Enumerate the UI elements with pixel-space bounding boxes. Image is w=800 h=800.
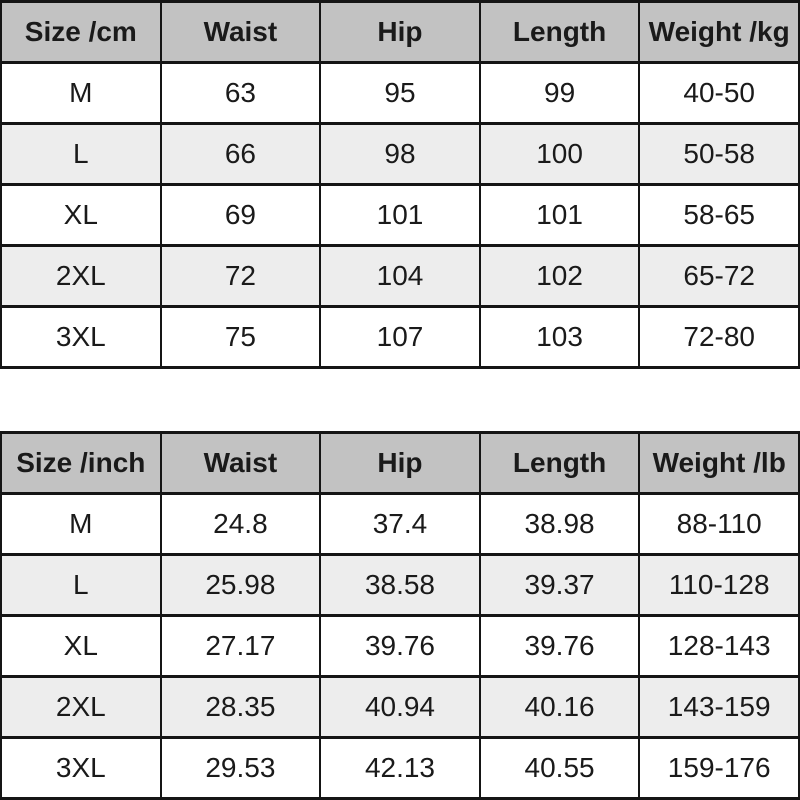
value-cell: 65-72 — [638, 244, 800, 308]
value-cell: 72 — [159, 244, 322, 308]
table-row: 3XL 75 107 103 72-80 — [0, 305, 800, 369]
value-cell: 72-80 — [638, 305, 800, 369]
header-row: Size /inch Waist Hip Length Weight /lb — [0, 431, 800, 495]
value-cell: 69 — [159, 183, 322, 247]
value-cell: 40.16 — [478, 675, 641, 739]
value-cell: 39.37 — [478, 553, 641, 617]
value-cell: 37.4 — [319, 492, 481, 556]
value-cell: 98 — [319, 122, 481, 186]
column-header: Waist — [159, 431, 322, 495]
value-cell: 104 — [319, 244, 481, 308]
table-row: XL 27.17 39.76 39.76 128-143 — [0, 614, 800, 678]
value-cell: 38.98 — [478, 492, 641, 556]
value-cell: 27.17 — [159, 614, 322, 678]
size-cell: XL — [0, 614, 162, 678]
value-cell: 95 — [319, 61, 481, 125]
value-cell: 50-58 — [638, 122, 800, 186]
value-cell: 101 — [319, 183, 481, 247]
table-row: L 66 98 100 50-58 — [0, 122, 800, 186]
table-row: 3XL 29.53 42.13 40.55 159-176 — [0, 736, 800, 800]
table-row: 2XL 28.35 40.94 40.16 143-159 — [0, 675, 800, 739]
value-cell: 40-50 — [638, 61, 800, 125]
size-table-cm: Size /cm Waist Hip Length Weight /kg M 63 95 99 4… — [0, 0, 800, 369]
column-header: Weight /lb — [638, 431, 800, 495]
size-cell: 2XL — [0, 675, 162, 739]
value-cell: 58-65 — [638, 183, 800, 247]
table-row: XL 69 101 101 58-65 — [0, 183, 800, 247]
value-cell: 25.98 — [159, 553, 322, 617]
column-header: Waist — [159, 0, 322, 64]
value-cell: 99 — [478, 61, 641, 125]
table-row: M 24.8 37.4 38.98 88-110 — [0, 492, 800, 556]
value-cell: 75 — [159, 305, 322, 369]
size-table-inch: Size /inch Waist Hip Length Weight /lb M 24.8 3… — [0, 431, 800, 800]
value-cell: 101 — [478, 183, 641, 247]
value-cell: 100 — [478, 122, 641, 186]
size-cell: M — [0, 492, 162, 556]
size-cell: 2XL — [0, 244, 162, 308]
value-cell: 128-143 — [638, 614, 800, 678]
value-cell: 38.58 — [319, 553, 481, 617]
value-cell: 28.35 — [159, 675, 322, 739]
value-cell: 110-128 — [638, 553, 800, 617]
column-header: Length — [478, 0, 641, 64]
value-cell: 42.13 — [319, 736, 481, 800]
table-row: M 63 95 99 40-50 — [0, 61, 800, 125]
column-header: Length — [478, 431, 641, 495]
value-cell: 88-110 — [638, 492, 800, 556]
size-cell: 3XL — [0, 736, 162, 800]
header-row: Size /cm Waist Hip Length Weight /kg — [0, 0, 800, 64]
value-cell: 40.55 — [478, 736, 641, 800]
value-cell: 29.53 — [159, 736, 322, 800]
value-cell: 63 — [159, 61, 322, 125]
table-row: L 25.98 38.58 39.37 110-128 — [0, 553, 800, 617]
value-cell: 39.76 — [319, 614, 481, 678]
value-cell: 102 — [478, 244, 641, 308]
table-row: 2XL 72 104 102 65-72 — [0, 244, 800, 308]
column-header: Size /cm — [0, 0, 162, 64]
column-header: Hip — [319, 431, 481, 495]
column-header: Weight /kg — [638, 0, 800, 64]
value-cell: 39.76 — [478, 614, 641, 678]
column-header: Size /inch — [0, 431, 162, 495]
table-gap — [0, 369, 800, 431]
value-cell: 103 — [478, 305, 641, 369]
value-cell: 24.8 — [159, 492, 322, 556]
size-cell: XL — [0, 183, 162, 247]
value-cell: 159-176 — [638, 736, 800, 800]
value-cell: 66 — [159, 122, 322, 186]
size-cell: L — [0, 122, 162, 186]
size-cell: L — [0, 553, 162, 617]
size-cell: M — [0, 61, 162, 125]
value-cell: 40.94 — [319, 675, 481, 739]
size-cell: 3XL — [0, 305, 162, 369]
value-cell: 143-159 — [638, 675, 800, 739]
value-cell: 107 — [319, 305, 481, 369]
column-header: Hip — [319, 0, 481, 64]
